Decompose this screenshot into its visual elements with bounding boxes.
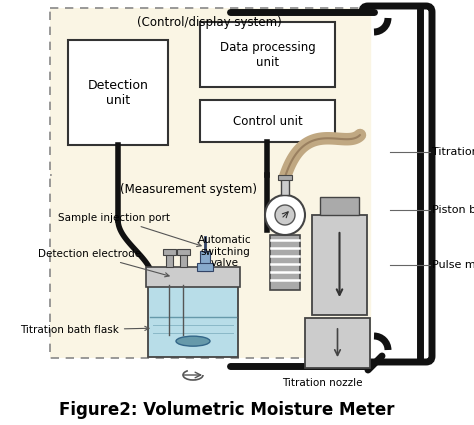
Text: Pulse motor: Pulse motor [432,260,474,270]
Bar [200,251,210,271]
Bar [312,215,367,315]
Text: Sample injection port: Sample injection port [58,213,201,246]
Bar [148,285,238,357]
Text: Detection electrode: Detection electrode [38,249,169,277]
Ellipse shape [176,336,210,346]
Circle shape [275,205,295,225]
Bar [270,235,300,290]
Text: Control unit: Control unit [233,114,302,127]
Text: Titration bath flask: Titration bath flask [20,325,149,335]
Bar [281,177,289,195]
Text: Titration nozzle: Titration nozzle [282,378,363,388]
Bar [166,253,173,267]
Bar [305,318,370,368]
Bar [200,22,335,87]
Bar [180,253,187,267]
Bar [146,267,240,287]
Bar [197,263,213,271]
Text: Figure2: Volumetric Moisture Meter: Figure2: Volumetric Moisture Meter [59,401,395,419]
Bar [163,249,176,255]
Text: Piston buret: Piston buret [432,205,474,215]
Text: Titration: Titration [432,147,474,157]
Bar [68,40,168,145]
Text: Detection
unit: Detection unit [88,79,148,107]
Text: (Control/display system): (Control/display system) [137,15,282,28]
Text: Data processing
unit: Data processing unit [219,40,315,68]
Bar [278,175,292,180]
Bar [320,197,359,215]
Bar [50,175,368,358]
Bar [200,100,335,142]
Text: (Measurement system): (Measurement system) [120,182,257,196]
Text: Automatic
switching
valve: Automatic switching valve [198,235,252,268]
Circle shape [265,195,305,235]
Bar [50,8,368,176]
Bar [177,249,190,255]
